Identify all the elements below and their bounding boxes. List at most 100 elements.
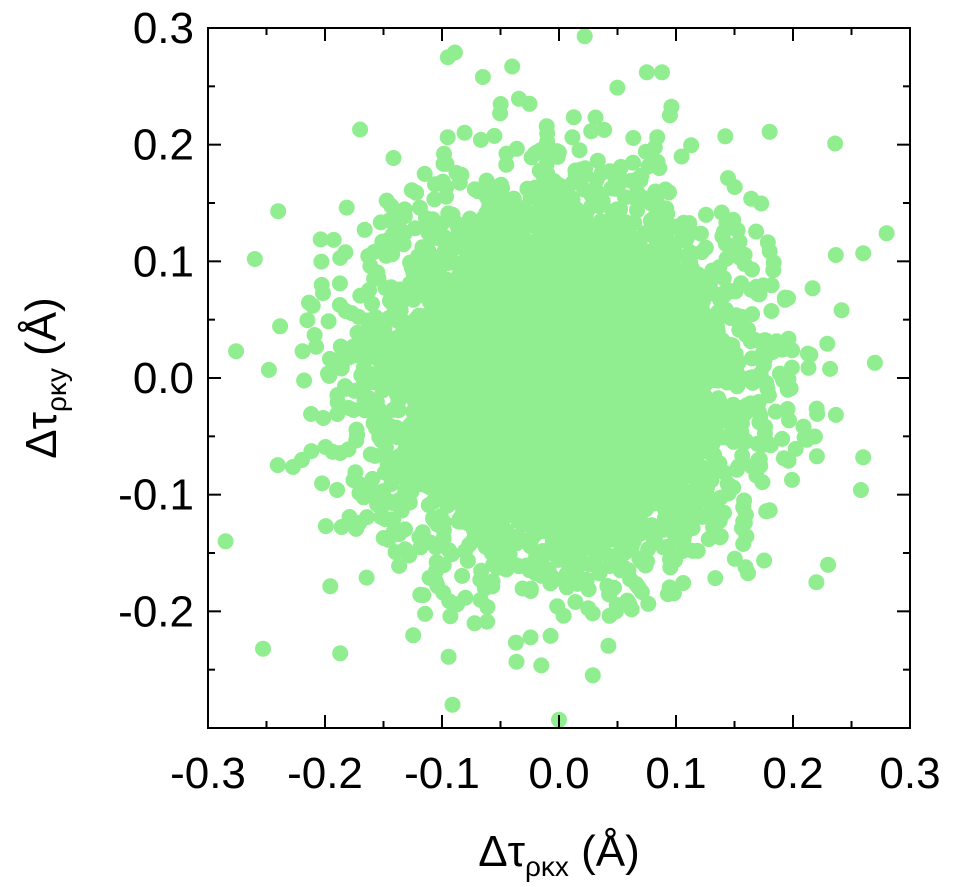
data-point	[759, 234, 776, 251]
data-point	[736, 492, 753, 509]
data-point	[412, 586, 429, 603]
data-point	[538, 156, 555, 173]
data-point	[589, 152, 606, 169]
data-point	[507, 507, 524, 524]
data-point	[322, 578, 339, 595]
data-point	[800, 359, 817, 376]
data-point	[331, 297, 348, 313]
data-point	[714, 332, 731, 349]
data-point	[555, 607, 572, 624]
data-point	[397, 441, 414, 458]
data-point	[459, 552, 476, 569]
data-point	[707, 570, 724, 587]
data-point	[734, 447, 751, 464]
data-point	[329, 387, 346, 403]
data-point	[583, 187, 600, 203]
data-point	[303, 443, 320, 460]
data-point	[346, 382, 363, 399]
data-point	[448, 215, 465, 232]
data-point	[356, 221, 373, 238]
data-point	[625, 154, 641, 171]
data-point	[396, 201, 413, 218]
data-point	[427, 539, 444, 556]
data-point	[827, 247, 844, 263]
data-point	[385, 150, 402, 166]
data-point	[391, 557, 408, 574]
data-point	[486, 127, 503, 144]
data-point	[546, 173, 562, 190]
data-point	[378, 192, 395, 209]
data-point	[303, 406, 320, 422]
data-point	[558, 579, 575, 596]
data-point	[315, 285, 331, 302]
data-point	[673, 148, 690, 165]
data-point	[564, 129, 581, 146]
data-point	[507, 634, 524, 651]
data-point	[542, 627, 559, 644]
data-point	[428, 301, 445, 318]
data-point	[587, 109, 604, 126]
data-point	[341, 509, 358, 525]
data-point	[364, 295, 380, 312]
data-point	[692, 225, 709, 242]
data-point	[332, 338, 349, 355]
data-point	[484, 573, 501, 590]
data-point	[819, 335, 836, 352]
data-point	[538, 118, 555, 135]
data-point	[784, 471, 800, 488]
data-point	[652, 201, 669, 218]
data-point	[359, 509, 375, 526]
data-point	[781, 412, 797, 429]
data-point	[442, 608, 459, 625]
data-point	[269, 457, 286, 474]
data-point	[272, 318, 289, 335]
data-point	[649, 129, 666, 146]
data-point	[405, 627, 422, 644]
data-point	[675, 575, 692, 591]
data-point	[348, 520, 365, 537]
data-point	[808, 448, 825, 465]
data-point	[439, 129, 456, 146]
data-point	[833, 302, 850, 319]
data-point	[332, 445, 349, 461]
data-point	[438, 179, 455, 196]
data-point	[376, 406, 393, 423]
data-point	[609, 547, 626, 564]
data-point	[451, 494, 468, 511]
data-point	[411, 529, 428, 546]
data-point	[417, 605, 434, 622]
data-point	[397, 541, 414, 558]
data-point	[299, 312, 316, 329]
data-point	[373, 509, 390, 525]
data-point	[728, 461, 745, 478]
data-point	[461, 210, 478, 227]
points-layer	[217, 28, 895, 728]
data-point	[362, 446, 379, 463]
data-point	[804, 280, 821, 297]
data-point	[609, 79, 626, 96]
data-point	[498, 145, 515, 162]
data-point	[748, 223, 765, 240]
data-point	[368, 393, 385, 410]
data-point	[584, 667, 601, 684]
data-point	[320, 313, 337, 330]
data-point	[301, 294, 317, 311]
data-point	[483, 545, 500, 562]
data-point	[565, 109, 582, 126]
data-point	[314, 475, 331, 492]
data-point	[325, 231, 342, 248]
data-point	[306, 327, 323, 343]
data-point	[315, 410, 332, 426]
data-point	[822, 360, 839, 377]
data-point	[456, 124, 473, 141]
data-point	[349, 426, 366, 443]
data-point	[435, 155, 452, 172]
data-point	[508, 653, 525, 670]
data-point	[567, 594, 584, 610]
data-point	[756, 552, 773, 569]
data-point	[661, 184, 677, 201]
data-point	[700, 531, 717, 548]
data-point	[600, 637, 617, 654]
data-point	[260, 361, 277, 378]
data-point	[787, 440, 804, 457]
